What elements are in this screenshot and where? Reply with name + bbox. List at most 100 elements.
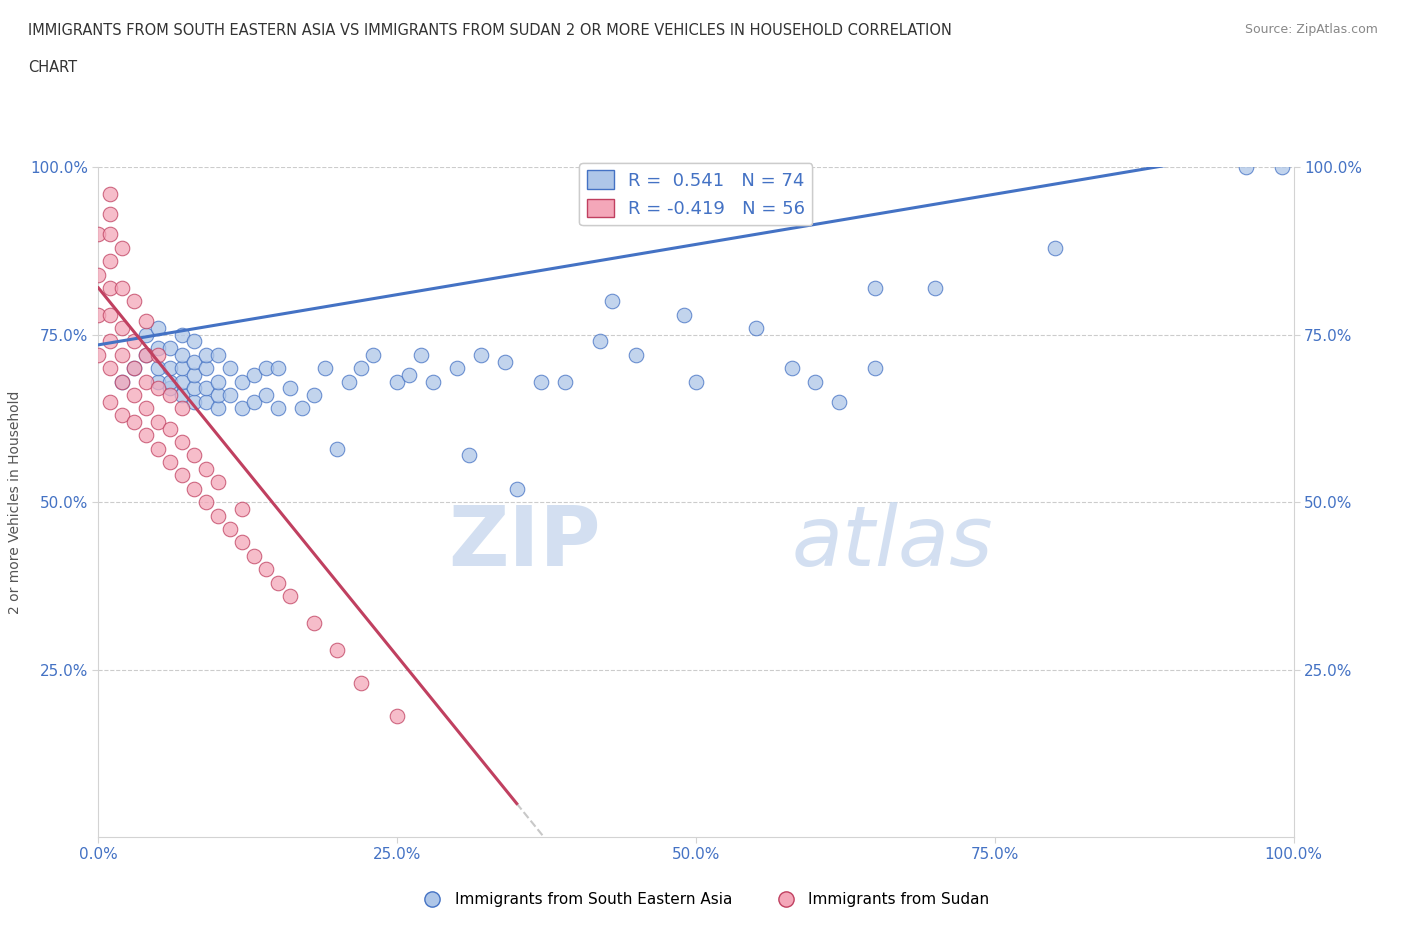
Point — [148, 340, 170, 355]
Point — [135, 374, 157, 389]
Point — [254, 388, 277, 403]
Point — [111, 407, 134, 422]
Point — [159, 421, 181, 436]
Point — [172, 388, 194, 403]
Point — [135, 401, 157, 416]
Point — [183, 394, 205, 409]
Point — [326, 441, 349, 456]
Point — [87, 348, 110, 363]
Point — [183, 334, 205, 349]
Point — [148, 361, 170, 376]
Point — [828, 394, 851, 409]
Point — [278, 589, 301, 604]
Point — [422, 374, 444, 389]
Legend: R =  0.541   N = 74, R = -0.419   N = 56: R = 0.541 N = 74, R = -0.419 N = 56 — [579, 163, 813, 225]
Point — [673, 307, 696, 322]
Point — [98, 361, 122, 376]
Point — [350, 361, 373, 376]
Point — [135, 314, 157, 329]
Point — [339, 374, 360, 389]
Point — [626, 348, 648, 363]
Point — [863, 361, 887, 376]
Point — [1271, 160, 1294, 175]
Point — [924, 281, 946, 296]
Point — [219, 388, 242, 403]
Point — [780, 361, 803, 376]
Point — [207, 348, 229, 363]
Point — [207, 508, 229, 523]
Point — [98, 254, 122, 269]
Text: atlas: atlas — [792, 502, 993, 583]
Point — [111, 348, 134, 363]
Point — [863, 281, 887, 296]
Point — [124, 415, 146, 430]
Y-axis label: 2 or more Vehicles in Household: 2 or more Vehicles in Household — [7, 391, 21, 614]
Point — [135, 428, 157, 443]
Point — [194, 394, 218, 409]
Point — [148, 374, 170, 389]
Point — [506, 482, 529, 497]
Point — [159, 455, 181, 470]
Point — [243, 394, 266, 409]
Text: ZIP: ZIP — [449, 502, 600, 583]
Point — [172, 361, 194, 376]
Point — [446, 361, 468, 376]
Point — [98, 187, 122, 202]
Point — [1043, 240, 1066, 255]
Point — [183, 482, 205, 497]
Point — [148, 415, 170, 430]
Point — [159, 340, 181, 355]
Point — [554, 374, 576, 389]
Point — [172, 374, 194, 389]
Point — [267, 401, 290, 416]
Point — [267, 361, 290, 376]
Point — [98, 206, 122, 221]
Point — [291, 401, 314, 416]
Point — [745, 321, 768, 336]
Point — [111, 321, 134, 336]
Text: CHART: CHART — [28, 60, 77, 75]
Legend: Immigrants from South Eastern Asia, Immigrants from Sudan: Immigrants from South Eastern Asia, Immi… — [411, 886, 995, 913]
Point — [194, 381, 218, 396]
Point — [87, 267, 110, 282]
Point — [194, 495, 218, 510]
Point — [207, 388, 229, 403]
Point — [159, 374, 181, 389]
Point — [98, 334, 122, 349]
Point — [315, 361, 337, 376]
Point — [172, 401, 194, 416]
Point — [135, 348, 157, 363]
Point — [194, 348, 218, 363]
Point — [124, 294, 146, 309]
Point — [183, 367, 205, 382]
Point — [207, 374, 229, 389]
Point — [1234, 160, 1257, 175]
Point — [172, 327, 194, 342]
Point — [98, 281, 122, 296]
Point — [243, 549, 266, 564]
Point — [207, 401, 229, 416]
Point — [87, 227, 110, 242]
Point — [124, 334, 146, 349]
Point — [254, 562, 277, 577]
Point — [219, 361, 242, 376]
Point — [231, 374, 253, 389]
Point — [302, 388, 325, 403]
Point — [98, 227, 122, 242]
Point — [398, 367, 420, 382]
Point — [148, 348, 170, 363]
Point — [231, 535, 253, 550]
Point — [470, 348, 492, 363]
Text: Source: ZipAtlas.com: Source: ZipAtlas.com — [1244, 23, 1378, 36]
Point — [602, 294, 624, 309]
Point — [172, 348, 194, 363]
Point — [326, 642, 349, 657]
Point — [111, 374, 134, 389]
Point — [172, 434, 194, 449]
Point — [385, 709, 409, 724]
Point — [148, 321, 170, 336]
Point — [411, 348, 433, 363]
Point — [159, 388, 181, 403]
Point — [159, 381, 181, 396]
Point — [183, 381, 205, 396]
